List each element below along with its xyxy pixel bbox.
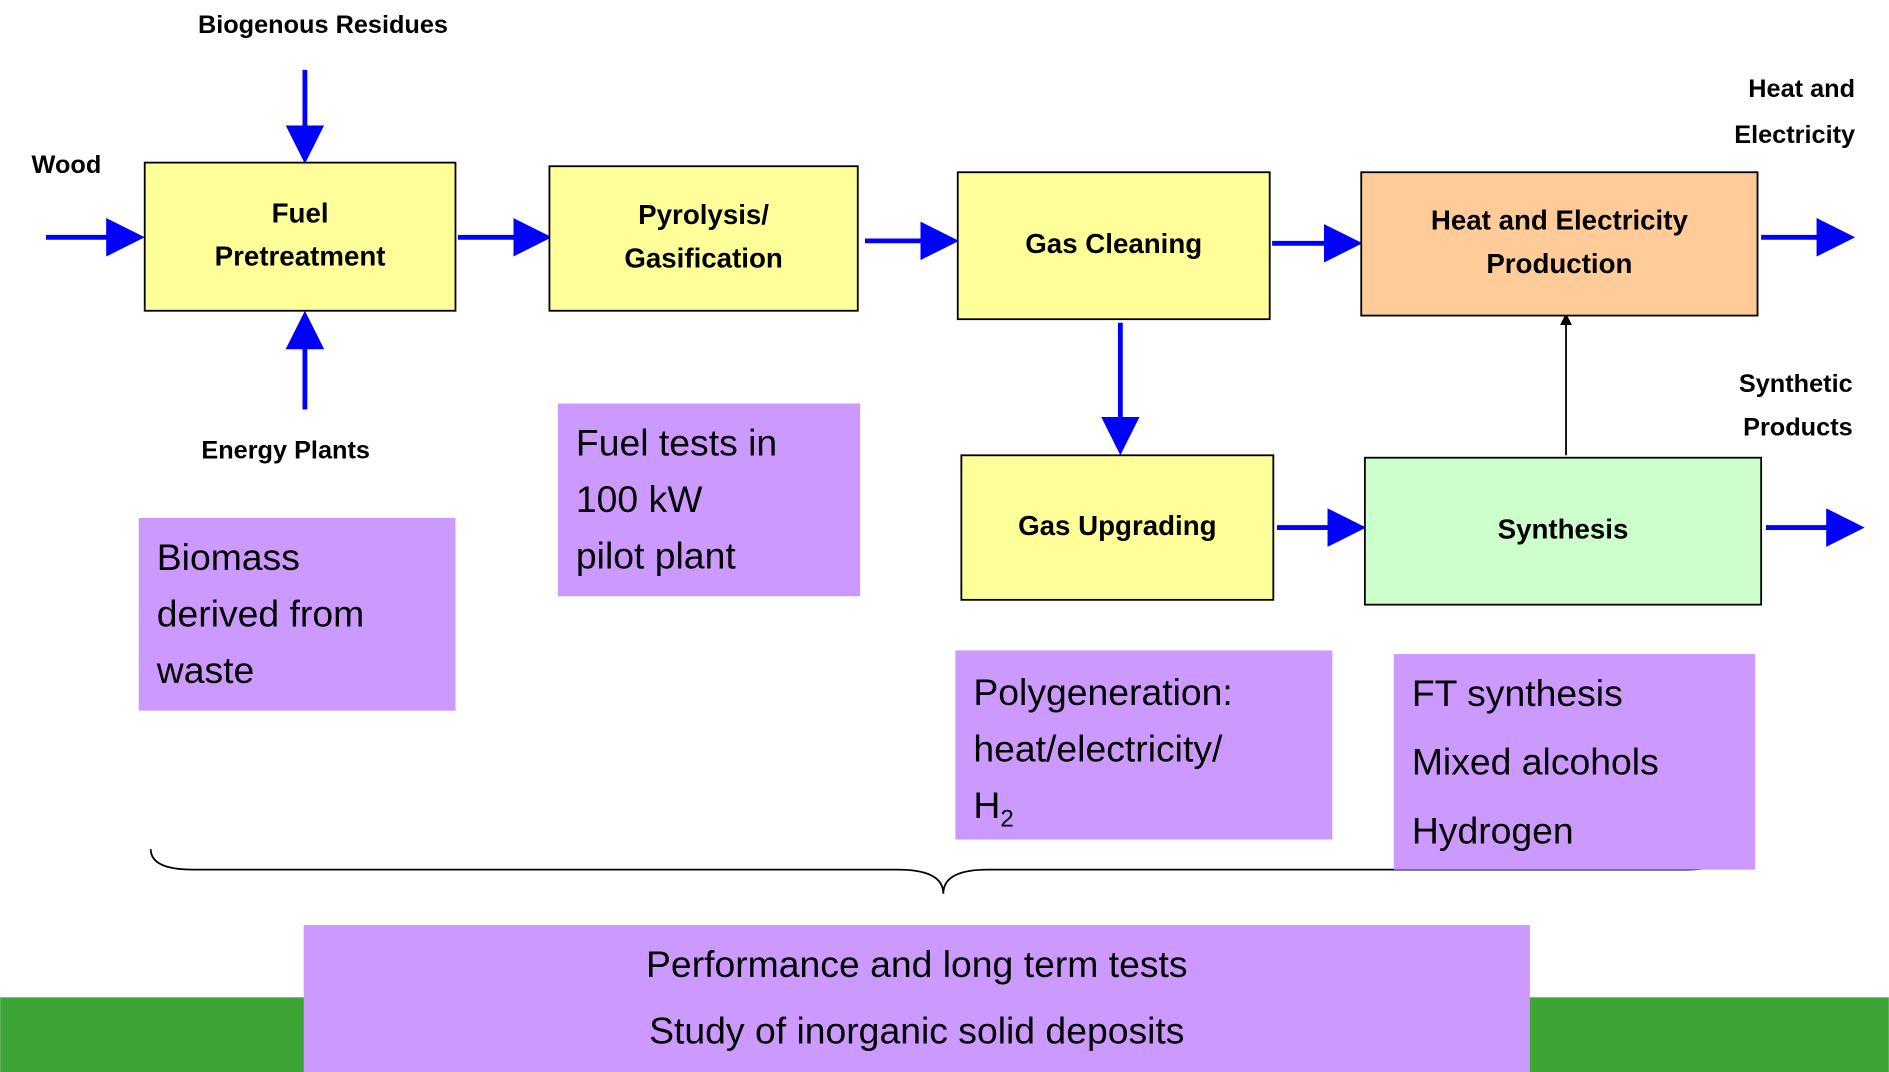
note-box [955, 650, 1333, 840]
process-label: Fuel [272, 197, 329, 228]
process-label: Gas Cleaning [1025, 228, 1202, 259]
process-box [960, 454, 1275, 601]
io-label: Heat and [1748, 75, 1855, 103]
formula: H2 [973, 784, 1013, 833]
note-text: heat/electricity/ [973, 727, 1223, 769]
io-label: Wood [32, 151, 102, 179]
note-box [1393, 654, 1756, 870]
note-text: derived from [157, 593, 364, 635]
note-text: Biomass [157, 536, 300, 578]
arrows [45, 69, 1865, 547]
note-text: Study of inorganic solid deposits [649, 1009, 1184, 1051]
note-text: Performance and long term tests [646, 943, 1188, 985]
note-box [557, 403, 861, 597]
note-text: FT synthesis [1412, 672, 1623, 714]
io-label: Electricity [1734, 121, 1855, 149]
note-text: waste [156, 649, 255, 691]
note-box [138, 517, 456, 711]
note-text: Hydrogen [1412, 809, 1574, 851]
note-box [303, 925, 1530, 1072]
process-box [1363, 456, 1763, 606]
formula-sub: 2 [1000, 806, 1013, 833]
process-label: Gasification [624, 242, 782, 273]
process-box [1360, 171, 1759, 317]
process-label: Pretreatment [215, 241, 386, 272]
process-label: Pyrolysis/ [638, 199, 769, 230]
process-label: Heat and Electricity [1431, 205, 1689, 236]
process-box [143, 161, 457, 312]
io-label: Synthetic [1739, 370, 1853, 398]
process-box [548, 165, 859, 312]
io-label: Products [1743, 413, 1853, 441]
process-box [956, 171, 1271, 321]
io-label: Biogenous Residues [198, 11, 448, 39]
note-text: Mixed alcohols [1412, 741, 1659, 783]
process-label: Production [1486, 248, 1632, 279]
note-text: 100 kW [576, 478, 703, 520]
formula-base: H [973, 784, 1000, 826]
note-text: Fuel tests in [576, 422, 777, 464]
process-label: Synthesis [1498, 513, 1629, 544]
process-label: Gas Upgrading [1018, 510, 1216, 541]
note-text: Polygeneration: [973, 671, 1232, 713]
note-text: pilot plant [576, 535, 736, 577]
io-label: Energy Plants [201, 436, 370, 464]
